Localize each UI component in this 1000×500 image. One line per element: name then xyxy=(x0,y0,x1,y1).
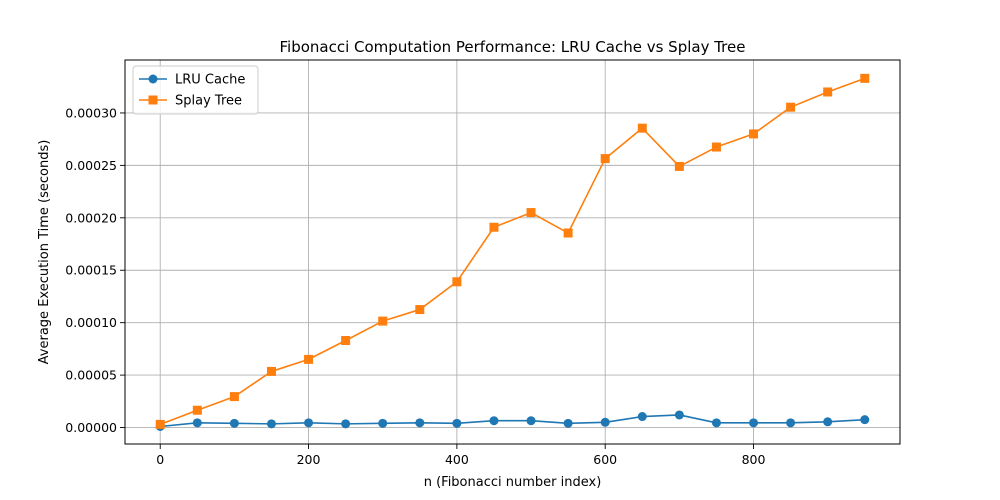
y-tick-label: 0.00020 xyxy=(65,210,117,225)
data-point-splay-tree xyxy=(192,405,202,415)
data-point-lru-cache xyxy=(304,418,314,428)
x-tick-label: 800 xyxy=(742,452,766,467)
x-tick-label: 600 xyxy=(593,452,617,467)
x-tick-label: 200 xyxy=(297,452,321,467)
y-tick-label: 0.00010 xyxy=(65,315,117,330)
data-point-splay-tree xyxy=(786,102,796,112)
legend-box xyxy=(132,65,259,115)
data-point-splay-tree xyxy=(229,392,239,402)
data-point-lru-cache xyxy=(637,412,647,422)
data-point-lru-cache xyxy=(563,418,573,428)
data-point-splay-tree xyxy=(823,87,833,97)
grid xyxy=(125,60,900,444)
data-point-lru-cache xyxy=(860,415,870,425)
data-point-lru-cache xyxy=(266,419,276,429)
data-point-splay-tree xyxy=(266,366,276,376)
y-tick-label: 0.00025 xyxy=(65,158,117,173)
ticks: 0 200 400 600 800 0.00000 0.00005 0.00010 0.0001… xyxy=(65,105,765,467)
data-point-lru-cache xyxy=(786,418,796,428)
plot-frame xyxy=(124,59,901,445)
legend-entry-splay-tree: Splay Tree xyxy=(139,94,242,109)
legend-entry-lru-cache: LRU Cache xyxy=(139,73,245,88)
chart-title: Fibonacci Computation Performance: LRU C… xyxy=(280,38,746,56)
y-tick-label: 0.00015 xyxy=(65,263,117,278)
x-axis-label: n (Fibonacci number index) xyxy=(424,475,602,490)
legend-marker-splay-tree xyxy=(148,95,158,105)
data-point-splay-tree xyxy=(452,277,462,287)
y-tick-label: 0.00005 xyxy=(65,368,117,383)
data-point-splay-tree xyxy=(341,336,351,346)
series-line-splay-tree xyxy=(159,77,866,426)
data-point-splay-tree xyxy=(415,305,425,315)
x-tick-label: 0 xyxy=(156,452,164,467)
data-point-lru-cache xyxy=(341,419,351,429)
data-point-splay-tree xyxy=(637,123,647,133)
data-point-lru-cache xyxy=(489,416,499,426)
data-point-lru-cache xyxy=(711,418,721,428)
legend: LRU Cache Splay Tree xyxy=(132,65,259,115)
data-point-lru-cache xyxy=(823,417,833,427)
data-point-lru-cache xyxy=(229,418,239,428)
x-tick-label: 400 xyxy=(445,452,469,467)
data-point-lru-cache xyxy=(749,418,759,428)
data-point-splay-tree xyxy=(526,208,536,218)
data-point-splay-tree xyxy=(304,354,314,364)
data-point-lru-cache xyxy=(192,418,202,428)
y-axis-label: Average Execution Time (seconds) xyxy=(37,140,52,365)
y-tick-label: 0.00030 xyxy=(65,105,117,120)
data-point-splay-tree xyxy=(711,142,721,152)
data-point-lru-cache xyxy=(378,418,388,428)
legend-marker-lru-cache xyxy=(148,74,158,84)
series-layer xyxy=(155,73,870,431)
data-point-splay-tree xyxy=(563,228,573,238)
data-point-splay-tree xyxy=(860,73,870,83)
data-point-lru-cache xyxy=(526,416,536,426)
y-tick-label: 0.00000 xyxy=(65,420,117,435)
series-line-lru-cache xyxy=(160,414,865,428)
data-point-splay-tree xyxy=(674,161,684,171)
data-point-lru-cache xyxy=(452,418,462,428)
data-point-splay-tree xyxy=(600,154,610,164)
data-point-splay-tree xyxy=(489,222,499,232)
data-point-lru-cache xyxy=(600,417,610,427)
legend-label-splay-tree: Splay Tree xyxy=(175,94,242,109)
data-point-splay-tree xyxy=(155,419,165,429)
series-splay-tree xyxy=(155,73,870,429)
data-point-splay-tree xyxy=(378,316,388,326)
data-point-splay-tree xyxy=(749,129,759,139)
legend-label-lru-cache: LRU Cache xyxy=(175,73,245,88)
data-point-lru-cache xyxy=(415,418,425,428)
data-point-lru-cache xyxy=(674,410,684,420)
